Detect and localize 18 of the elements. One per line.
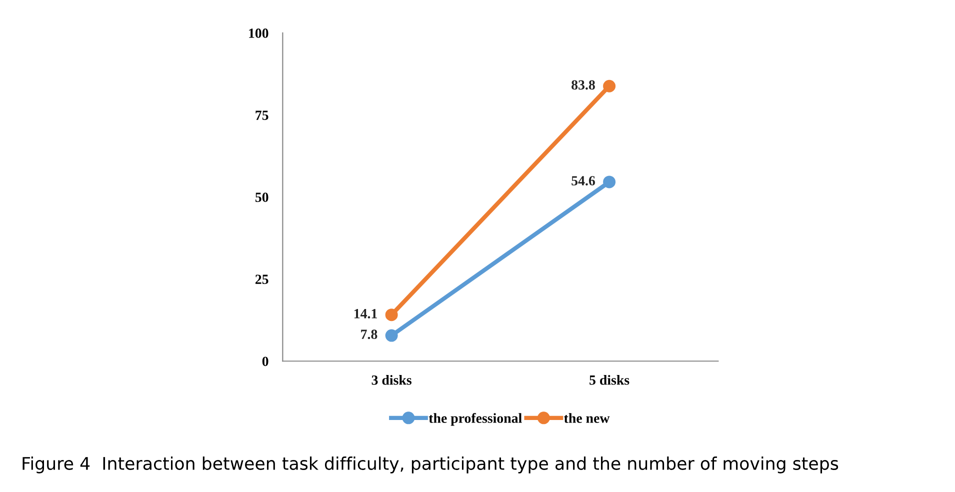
y-tick-label: 25	[255, 274, 268, 284]
y-tick-label: 100	[249, 28, 268, 38]
data-label: 54.6	[572, 176, 595, 186]
x-tick-label: 5 disks	[590, 375, 630, 385]
point	[385, 329, 398, 342]
legend-label: the new	[564, 413, 610, 423]
x-tick-label: 3 disks	[372, 375, 412, 385]
point	[603, 80, 616, 92]
text: Figure 4 Interaction between task difficulty, participant type and the number of moving steps	[22, 456, 838, 474]
point	[603, 176, 616, 188]
y-tick-label: 0	[262, 356, 268, 366]
point	[385, 308, 398, 322]
y-tick-label: 50	[255, 192, 268, 202]
data-label: 7.8	[361, 330, 378, 340]
y-tick-label: 75	[256, 110, 268, 120]
legend-label: the professional	[428, 413, 522, 426]
data-label: 83.8	[572, 80, 595, 90]
data-label: 14.1	[354, 309, 377, 318]
